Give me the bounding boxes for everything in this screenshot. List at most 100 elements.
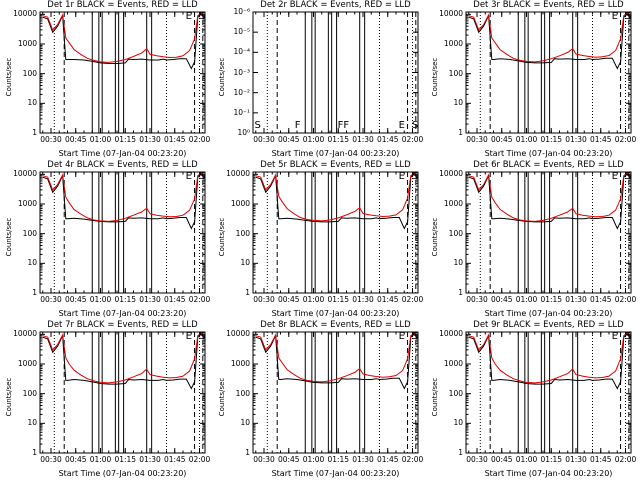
y-tick-label: 100 [448,228,463,238]
y-axis-title: Counts/sec [218,377,226,417]
plot-canvas [252,11,419,134]
y-tick-label: 10⁻⁴ [233,47,250,57]
y-axis-title: Counts/sec [218,57,226,97]
x-tick-label: 01:30 [139,455,161,464]
x-tick-label: 01:45 [376,455,399,464]
y-tick-label: 100 [448,68,463,78]
x-tick-label: 01:15 [114,455,137,464]
x-tick-label: 00:45 [490,455,513,464]
x-tick-label: 00:45 [277,295,300,304]
y-tick-label: 1 [245,448,250,457]
y-tick-label: 1000 [443,39,463,48]
y-tick-label: 1 [458,128,463,137]
flare-mark-label: S [198,11,206,22]
x-tick-label: 00:30 [253,135,275,144]
y-tick-label: 10 [453,258,463,268]
y-tick-label: 1000 [443,359,463,368]
plot-frame [39,11,206,134]
flare-mark-label: S [254,120,261,131]
x-tick-label: 00:45 [64,135,87,144]
x-axis-title: Start Time (07-Jan-04 00:23:20) [58,149,187,158]
events-series-line [468,172,630,230]
x-tick-label: 01:45 [589,135,612,144]
lld-series-line [42,172,204,222]
flare-mark-label: E [398,171,405,182]
x-tick-label: 01:45 [589,455,612,464]
flare-mark-label: E [185,331,192,342]
y-tick-label: 10⁰ [237,128,250,137]
x-tick-label: 01:15 [327,295,350,304]
x-tick-label: 01:00 [89,295,112,304]
flare-mark-label: S [411,171,419,182]
x-tick-label: 01:15 [114,135,137,144]
plot-frame [252,171,419,294]
y-tick-label: 10 [27,98,37,108]
x-tick-label: 01:00 [302,455,325,464]
x-tick-label: 02:00 [401,295,424,304]
plot-frame [39,331,206,454]
y-axis-title: Counts/sec [5,57,13,97]
x-tick-label: 01:00 [302,295,325,304]
x-tick-label: 01:15 [540,135,563,144]
flare-mark-label: E [185,171,192,182]
detector-panel-7: 00:30 00:45 01:00 01:15 01:30 01:45 02:00 1 10 10… [0,320,213,480]
plot-canvas [39,331,206,454]
panel-title: Det 4r BLACK = Events, RED = LLD [47,160,198,170]
panel-title: Det 5r BLACK = Events, RED = LLD [260,160,411,170]
panel-title: Det 9r BLACK = Events, RED = LLD [473,320,624,330]
flare-mark-label: E [398,120,405,131]
x-axis-title: Start Time (07-Jan-04 00:23:20) [484,149,613,158]
y-tick-label: 1 [458,448,463,457]
events-series-line [468,12,630,70]
flare-mark-label: E [611,11,618,22]
x-axis-title: Start Time (07-Jan-04 00:23:20) [484,309,613,318]
detector-panel-3: 00:30 00:45 01:00 01:15 01:30 01:45 02:00 1 10 10… [426,0,639,160]
panel-title: Det 1r BLACK = Events, RED = LLD [47,0,198,10]
y-tick-label: 10⁻⁵ [233,27,250,37]
x-tick-label: 01:30 [139,135,161,144]
y-tick-label: 10⁻² [233,87,250,97]
x-tick-label: 01:45 [589,295,612,304]
detector-panel-1: 00:30 00:45 01:00 01:15 01:30 01:45 02:00 1 10 10… [0,0,213,160]
flare-mark-label: E [398,331,405,342]
x-tick-label: 01:15 [114,295,137,304]
lld-series-line [468,12,630,63]
plot-frame [252,331,419,454]
y-tick-label: 10000 [13,329,37,339]
y-tick-label: 100 [22,388,37,398]
y-tick-label: 1 [32,128,37,137]
x-tick-label: 01:30 [565,455,587,464]
detector-panel-9: 00:30 00:45 01:00 01:15 01:30 01:45 02:00 1 10 10… [426,320,639,480]
flare-mark-label: S [411,331,419,342]
y-tick-label: 1000 [17,39,37,48]
x-tick-label: 02:00 [188,295,211,304]
x-tick-label: 01:00 [515,135,538,144]
x-tick-label: 01:00 [515,455,538,464]
events-series-line [42,12,204,70]
plot-frame [252,11,419,134]
flare-mark-label: S [624,331,632,342]
x-tick-label: 02:00 [188,135,211,144]
x-tick-label: 02:00 [188,455,211,464]
x-tick-label: 02:00 [614,455,637,464]
x-tick-label: 01:30 [139,295,161,304]
plot-canvas [465,171,632,294]
y-tick-label: 10000 [439,9,463,19]
panel-title: Det 6r BLACK = Events, RED = LLD [473,160,624,170]
flare-mark-label: FF [337,120,350,131]
x-tick-label: 00:30 [466,135,488,144]
x-tick-label: 00:30 [253,455,275,464]
y-tick-label: 10⁻¹ [233,107,250,117]
y-tick-label: 100 [22,228,37,238]
y-tick-label: 1 [458,288,463,297]
plot-frame [465,171,632,294]
x-axis-title: Start Time (07-Jan-04 00:23:20) [484,469,613,478]
x-axis-title: Start Time (07-Jan-04 00:23:20) [58,309,187,318]
y-tick-label: 1 [32,288,37,297]
y-tick-label: 10 [240,258,250,268]
y-tick-label: 10 [453,98,463,108]
y-tick-label: 10000 [13,169,37,179]
panel-title: Det 2r BLACK = Events, RED = LLD [260,0,411,10]
lld-series-line [255,172,417,222]
x-tick-label: 00:45 [64,455,87,464]
